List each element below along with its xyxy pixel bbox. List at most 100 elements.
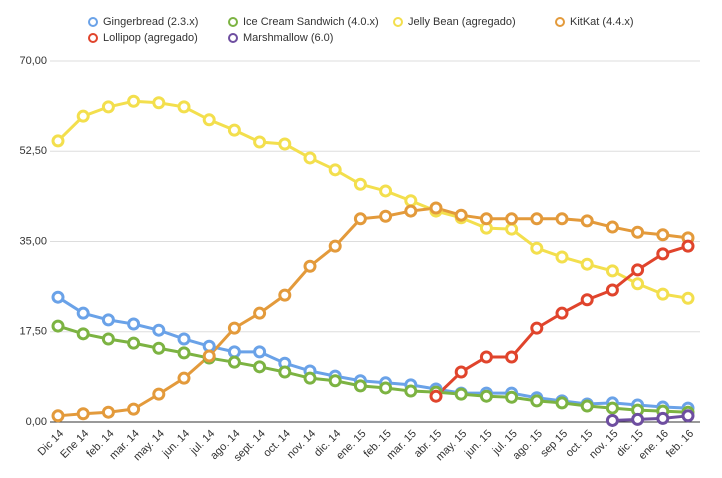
data-point	[101, 100, 115, 114]
data-point	[253, 345, 267, 359]
y-tick-label: 17,50	[19, 326, 47, 338]
data-point	[580, 214, 594, 228]
legend-marker	[88, 17, 98, 27]
data-point	[177, 332, 191, 346]
data-point	[227, 355, 241, 369]
data-point	[152, 96, 166, 110]
data-point	[555, 396, 569, 410]
x-tick-label: nov. 15	[587, 428, 620, 461]
data-point	[253, 360, 267, 374]
legend-label: Jelly Bean (agregado)	[408, 16, 516, 28]
x-tick-label: sep 15	[538, 428, 570, 460]
data-point	[530, 321, 544, 335]
data-point	[681, 409, 695, 423]
data-point	[379, 184, 393, 198]
data-point	[303, 151, 317, 165]
data-point	[656, 247, 670, 261]
data-point	[152, 341, 166, 355]
y-tick-label: 52,50	[19, 145, 47, 157]
data-point	[555, 306, 569, 320]
x-tick-label: jun. 14	[160, 428, 193, 461]
legend-marker	[88, 33, 98, 43]
series-line	[612, 414, 689, 422]
data-point	[152, 323, 166, 337]
data-point	[479, 350, 493, 364]
y-tick-label: 35,00	[19, 235, 47, 247]
data-point	[656, 228, 670, 242]
data-point	[605, 283, 619, 297]
data-point	[152, 387, 166, 401]
data-point	[656, 411, 670, 425]
data-point	[454, 387, 468, 401]
x-tick-label: Ene 14	[58, 428, 91, 461]
data-point	[505, 212, 519, 226]
data-point	[580, 257, 594, 271]
data-point	[530, 394, 544, 408]
data-point	[76, 109, 90, 123]
legend-label: Marshmallow (6.0)	[243, 32, 333, 44]
data-point	[404, 384, 418, 398]
data-point	[127, 336, 141, 350]
data-point	[253, 135, 267, 149]
data-point	[303, 371, 317, 385]
data-point	[404, 194, 418, 208]
legend-label: Ice Cream Sandwich (4.0.x)	[243, 16, 379, 28]
data-point	[177, 100, 191, 114]
data-point	[278, 288, 292, 302]
x-tick-label: nov. 14	[285, 428, 318, 461]
data-point	[278, 365, 292, 379]
data-point	[76, 407, 90, 421]
data-point	[253, 306, 267, 320]
data-point	[681, 291, 695, 305]
legend-marker	[555, 17, 565, 27]
data-point	[101, 313, 115, 327]
x-tick-label: feb. 16	[664, 428, 696, 460]
data-point	[656, 287, 670, 301]
data-point	[101, 332, 115, 346]
data-point	[605, 220, 619, 234]
data-point	[379, 381, 393, 395]
data-point	[202, 349, 216, 363]
data-point	[227, 345, 241, 359]
data-point	[530, 241, 544, 255]
series-line	[57, 295, 689, 410]
data-point	[454, 365, 468, 379]
data-point	[555, 212, 569, 226]
data-point	[530, 212, 544, 226]
data-point	[328, 163, 342, 177]
data-point	[177, 371, 191, 385]
data-point	[127, 402, 141, 416]
data-point	[303, 259, 317, 273]
data-point	[580, 399, 594, 413]
data-point	[505, 390, 519, 404]
data-point	[555, 250, 569, 264]
legend-marker	[228, 17, 238, 27]
x-tick-label: jun. 15	[462, 428, 495, 461]
data-point	[353, 379, 367, 393]
data-point	[454, 208, 468, 222]
data-point	[605, 401, 619, 415]
legend-label: Lollipop (agregado)	[103, 32, 198, 44]
legend-marker	[393, 17, 403, 27]
data-point	[631, 225, 645, 239]
data-point	[605, 413, 619, 427]
data-point	[379, 209, 393, 223]
data-point	[101, 405, 115, 419]
data-point	[202, 113, 216, 127]
data-point	[353, 212, 367, 226]
data-point	[51, 290, 65, 304]
data-point	[479, 212, 493, 226]
data-point	[227, 321, 241, 335]
y-tick-label: 0,00	[26, 416, 47, 428]
data-point	[127, 317, 141, 331]
data-point	[51, 409, 65, 423]
data-point	[76, 306, 90, 320]
data-point	[328, 239, 342, 253]
data-point	[353, 177, 367, 191]
data-point	[76, 327, 90, 341]
data-point	[227, 123, 241, 137]
data-point	[429, 389, 443, 403]
data-point	[177, 346, 191, 360]
data-point	[328, 374, 342, 388]
legend-label: Gingerbread (2.3.x)	[103, 16, 198, 28]
